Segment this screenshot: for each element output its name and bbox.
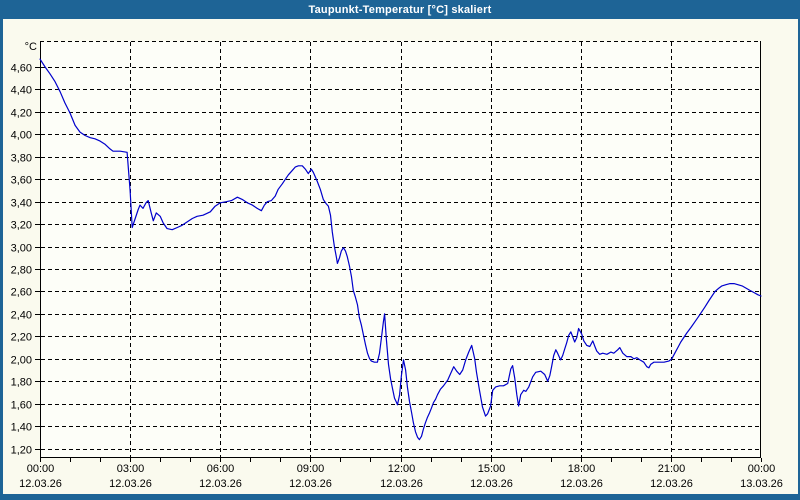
- plot-area: [40, 41, 761, 458]
- y-tick-label: 1,80: [11, 377, 32, 389]
- y-tick-label: 4,60: [11, 63, 32, 75]
- y-tick-label: 2,00: [11, 355, 32, 367]
- x-tick-date-label: 12.03.26: [19, 478, 62, 490]
- y-tick-label: 4,00: [11, 130, 32, 142]
- y-tick-label: 4,20: [11, 108, 32, 120]
- x-tick-time-label: 15:00: [478, 463, 506, 475]
- y-tick-label: 2,40: [11, 310, 32, 322]
- window-border-bottom: [0, 494, 800, 500]
- x-tick-time-label: 21:00: [658, 463, 686, 475]
- y-tick-label: 3,40: [11, 198, 32, 210]
- y-tick-label: 3,00: [11, 243, 32, 255]
- y-tick-label: 2,20: [11, 332, 32, 344]
- y-tick-label: 2,80: [11, 265, 32, 277]
- x-tick-date-label: 12.03.26: [199, 478, 242, 490]
- window-border-right: [798, 0, 800, 500]
- y-tick-label: 1,60: [11, 400, 32, 412]
- x-tick-time-label: 12:00: [388, 463, 416, 475]
- x-tick-date-label: 13.03.26: [740, 478, 783, 490]
- y-tick-label: 3,80: [11, 153, 32, 165]
- x-tick-date-label: 12.03.26: [109, 478, 152, 490]
- chart-title: Taupunkt-Temperatur [°C] skaliert: [308, 3, 492, 16]
- y-tick-label: 1,40: [11, 422, 32, 434]
- y-tick-label: 4,40: [11, 85, 32, 97]
- x-tick-date-label: 12.03.26: [470, 478, 513, 490]
- y-tick-label: 1,20: [11, 445, 32, 457]
- x-tick-date-label: 12.03.26: [650, 478, 693, 490]
- x-tick-time-label: 18:00: [568, 463, 596, 475]
- x-tick-time-label: 00:00: [748, 463, 776, 475]
- x-tick-date-label: 12.03.26: [289, 478, 332, 490]
- y-tick-label: 3,20: [11, 220, 32, 232]
- x-tick-time-label: 06:00: [207, 463, 235, 475]
- x-tick-time-label: 03:00: [117, 463, 145, 475]
- y-tick-label: 3,60: [11, 175, 32, 187]
- chart-title-bar: Taupunkt-Temperatur [°C] skaliert: [0, 0, 800, 19]
- x-tick-date-label: 12.03.26: [560, 478, 603, 490]
- y-axis-unit-label: °C: [25, 41, 37, 53]
- x-tick-time-label: 09:00: [297, 463, 325, 475]
- series-line-taupunkt: [39, 58, 762, 441]
- y-tick-label: 2,60: [11, 287, 32, 299]
- window-border-left: [0, 0, 3, 500]
- x-tick-date-label: 12.03.26: [380, 478, 423, 490]
- x-tick-time-label: 00:00: [27, 463, 55, 475]
